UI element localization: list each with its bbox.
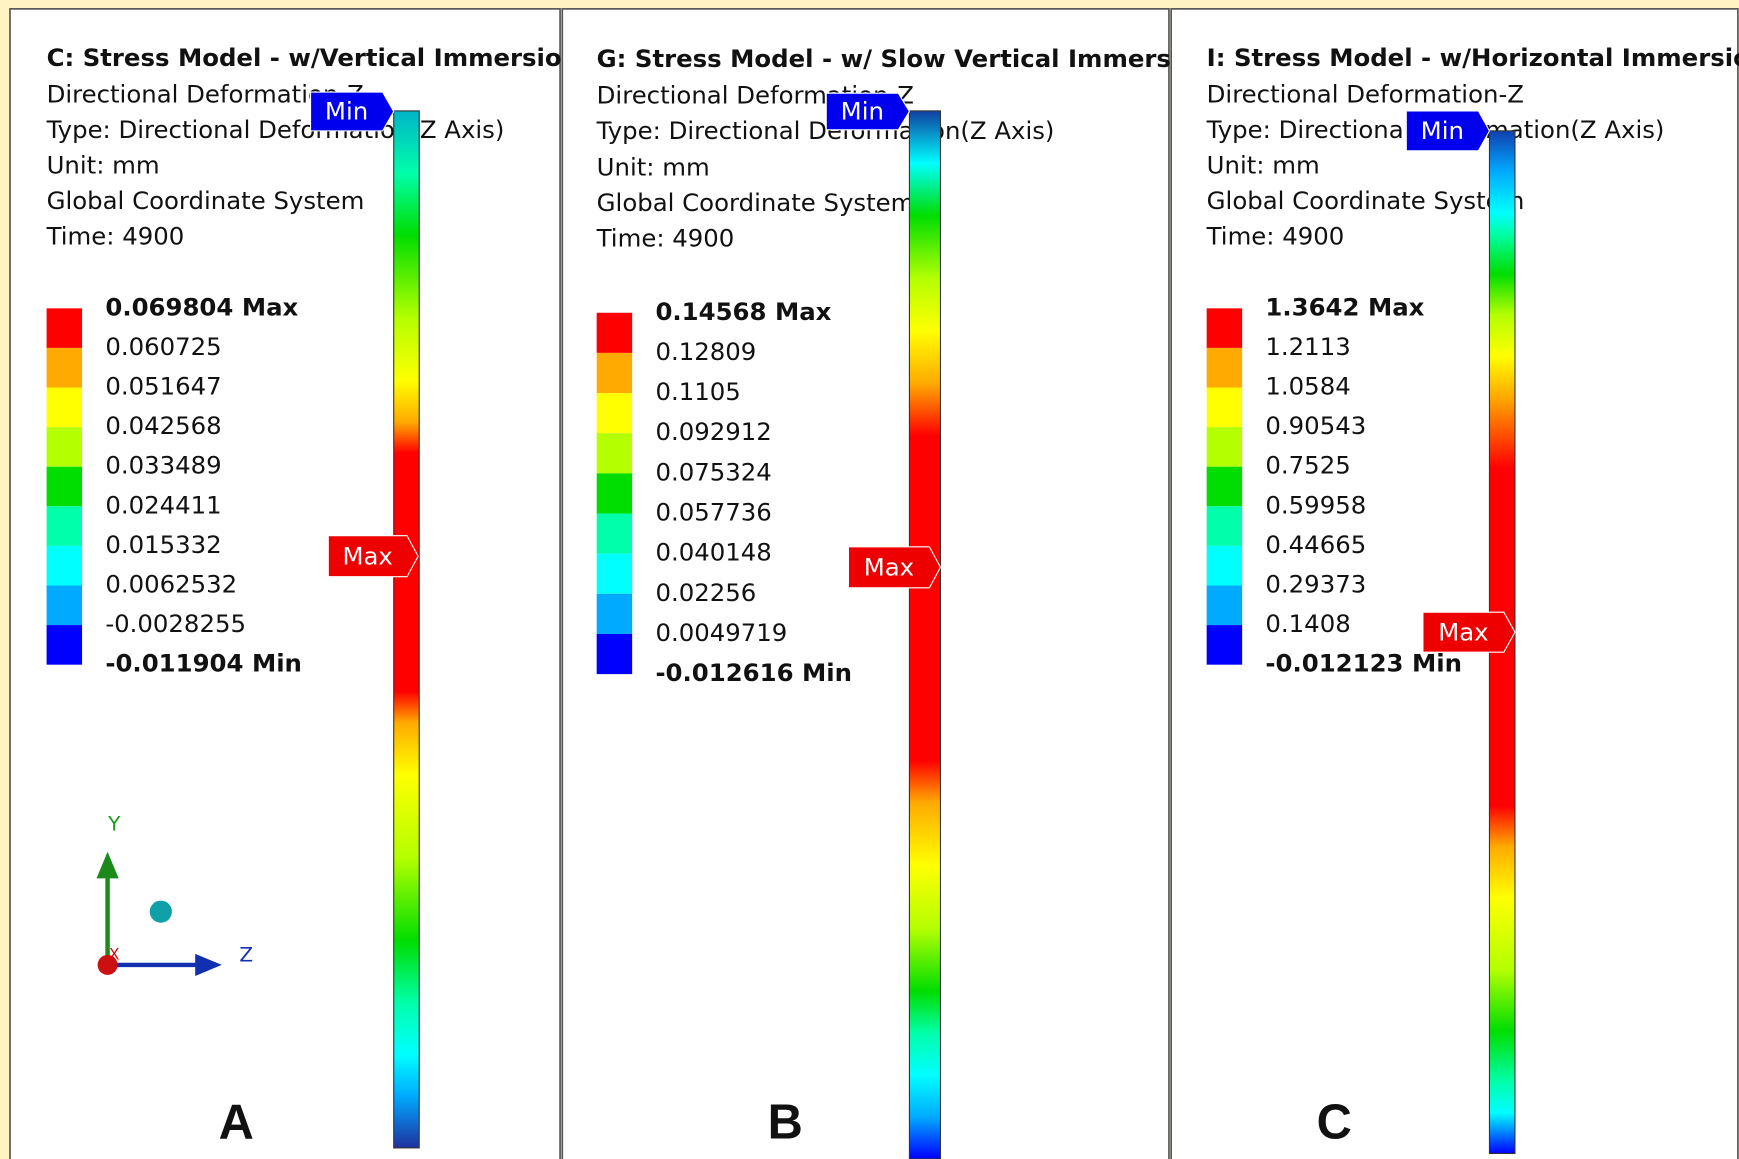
panel-title: G: Stress Model - w/ Slow Vertical Immer… [597,44,1214,73]
legend-swatch [1207,308,1242,348]
panel-info: Directional Deformation-Z [1207,79,1524,108]
triad-sphere [150,901,172,923]
panel [10,9,560,1159]
min-tag: Min [841,97,884,126]
legend-label: 1.2113 [1265,332,1350,361]
legend-swatch [47,427,82,467]
legend-label: 0.44665 [1265,530,1366,559]
legend-swatch [47,546,82,586]
legend-swatch [1207,506,1242,546]
panel-info: Unit: mm [1207,150,1320,179]
legend-swatch [597,313,632,353]
legend-label: 1.3642 Max [1265,292,1424,321]
legend-swatch [597,393,632,433]
legend-swatch [47,585,82,625]
max-tag: Max [342,541,392,570]
beam-contour [909,111,940,1159]
legend-label: 0.060725 [105,332,221,361]
legend-label: 0.042568 [105,411,221,440]
legend-label: -0.011904 Min [105,649,302,678]
legend-swatch [47,348,82,388]
legend-label: 0.90543 [1265,411,1366,440]
legend-label: 0.040148 [655,538,771,567]
legend-label: 0.59958 [1265,490,1366,519]
legend-label: 0.075324 [655,457,771,486]
legend-swatch [597,473,632,513]
legend-swatch [47,467,82,507]
legend-label: 0.29373 [1265,569,1366,598]
legend-swatch [597,594,632,634]
legend-swatch [1207,546,1242,586]
beam-contour [394,111,420,1148]
legend-label: 0.14568 Max [655,297,831,326]
triad-z-label: Z [239,943,253,967]
panel-info: Global Coordinate System [1207,186,1525,215]
legend-label: 0.12809 [655,337,756,366]
legend-swatch [597,514,632,554]
legend-swatch [47,388,82,428]
legend-swatch [1207,467,1242,507]
panel-letter: A [219,1096,254,1150]
legend-swatch [597,353,632,393]
legend-swatch [1207,585,1242,625]
legend-swatch [597,634,632,674]
legend-swatch [1207,388,1242,428]
min-tag: Min [325,97,368,126]
panel-letter: B [768,1096,803,1150]
triad-y-label: Y [107,812,121,836]
legend-label: 0.0049719 [655,618,787,647]
panel-info: Time: 4900 [46,221,185,250]
legend-label: 0.051647 [105,372,221,401]
legend-label: -0.012123 Min [1265,649,1462,678]
legend-label: 0.1408 [1265,609,1350,638]
legend-label: 0.069804 Max [105,292,298,321]
legend-swatch [1207,427,1242,467]
panel-info: Type: Directional Deformation(Z Axis) [46,115,505,144]
panel-info: Unit: mm [47,150,160,179]
legend-swatch [1207,348,1242,388]
legend-label: -0.012616 Min [655,658,852,687]
panel-title: C: Stress Model - w/Vertical Immersion [47,43,579,72]
legend-swatch [597,433,632,473]
panel-info: Type: Directional Deformation(Z Axis) [596,116,1055,145]
figure: C: Stress Model - w/Vertical Immersion Di… [0,0,1739,1159]
legend-label: 0.033489 [105,451,221,480]
legend-swatch [47,625,82,665]
legend-label: 0.1105 [655,377,740,406]
triad-x-label: X [109,945,120,963]
legend-label: 0.7525 [1265,451,1350,480]
panel-info: Time: 4900 [596,224,735,253]
legend-swatch [47,506,82,546]
legend-label: 0.015332 [105,530,221,559]
legend-label: 0.024411 [105,490,221,519]
legend-label: 0.02256 [655,578,756,607]
panel-letter: C [1317,1096,1352,1150]
legend-label: 0.0062532 [105,569,237,598]
max-tag: Max [1438,617,1488,646]
legend-label: -0.0028255 [105,609,246,638]
legend-label: 0.057736 [655,498,771,527]
panel-info: Global Coordinate System [597,188,915,217]
legend-swatch [1207,625,1242,665]
legend-swatch [597,554,632,594]
panel-info: Global Coordinate System [47,186,365,215]
legend-label: 1.0584 [1265,372,1350,401]
min-tag: Min [1421,116,1464,145]
page: {"panels": [ {"title": "C: Stress Model … [0,0,1739,1159]
legend-swatch [47,308,82,348]
panel-info: Time: 4900 [1206,221,1345,250]
panel-title: I: Stress Model - w/Horizontal Immersion [1207,43,1739,72]
max-tag: Max [864,552,914,581]
panel-info: Unit: mm [597,153,710,182]
panel [1171,9,1738,1159]
legend-label: 0.092912 [655,417,771,446]
